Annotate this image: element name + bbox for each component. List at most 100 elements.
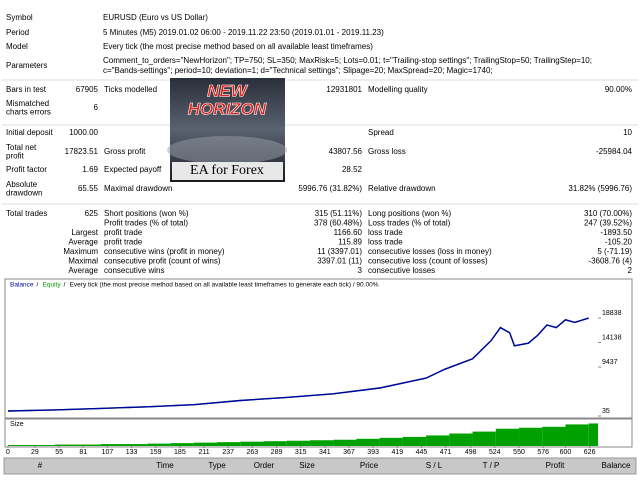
stat-label: consecutive wins [104,266,164,275]
stat-label: Average [68,238,98,247]
column-header: Price [360,461,379,470]
stat-label: profit trade [104,238,143,247]
stat-label: Average [68,266,98,275]
legend-separator: / [37,282,39,289]
size-bar [333,439,357,446]
stat-label: profit trade [104,228,143,237]
stat-value: 65.55 [78,184,99,193]
size-bar [495,428,520,446]
size-bar [31,445,55,446]
logo-text: NEW [207,81,249,100]
size-bar [472,431,496,446]
size-bar [449,433,473,446]
stat-label: drawdown [6,188,42,197]
stat-label: loss trade [368,238,403,247]
stat-value: 1166.60 [334,228,363,237]
x-tick-label: 445 [416,449,428,456]
size-bar [100,444,125,446]
info-label: Symbol [6,13,33,22]
stat-value: 11 (3397.01) [317,247,362,256]
info-label: Parameters [6,61,47,70]
x-tick-label: 107 [102,449,114,456]
stat-value: 10 [623,128,632,137]
stat-value: 17823.51 [65,147,99,156]
stat-value: 12931801 [326,85,362,94]
column-header: Profit [546,461,565,470]
x-tick-label: 341 [319,449,331,456]
info-value: c="Bands-settings"; period=10; deviation… [103,66,493,75]
stat-value: 625 [85,209,99,218]
stat-value: 315 (51.11%) [315,209,363,218]
stat-value: 3397.01 (11) [317,257,362,266]
size-bar [193,442,218,446]
stat-label: charts errors [6,107,51,116]
x-tick-label: 600 [560,449,572,456]
stat-label: Modelling quality [368,85,428,94]
stat-label: Total net [6,143,37,152]
stat-value: 2 [628,266,633,275]
y-tick-label: 14138 [602,334,622,341]
size-bar [217,442,241,446]
stat-label: Absolute [6,180,38,189]
size-bar [588,423,598,446]
info-value: EURUSD (Euro vs US Dollar) [103,13,208,22]
stat-value: 378 (60.48%) [314,219,362,228]
stat-label: Short positions (won %) [104,209,189,218]
column-header: S / L [426,461,443,470]
balance-line [7,317,589,412]
size-bar [147,443,171,446]
x-tick-label: 626 [584,449,596,456]
stat-label: consecutive wins (profit in money) [104,247,225,256]
stat-label: Bars in test [6,85,47,94]
stat-label: Profit trades (% of total) [104,219,188,228]
size-bar [542,426,566,446]
column-header: Size [299,461,315,470]
stat-value: 5 (-71.19) [597,247,632,256]
size-bar [426,435,450,446]
stat-label: Ticks modelled [104,85,157,94]
stat-value: 28.52 [342,165,363,174]
x-tick-label: 524 [489,449,501,456]
size-bar [565,424,589,446]
legend-note: Every tick (the most precise method base… [70,282,379,289]
table-header [3,457,637,475]
column-header: Time [156,461,174,470]
info-value: 5 Minutes (M5) 2019.01.02 06:00 - 2019.1… [103,28,384,37]
column-header: Balance [602,461,631,470]
stat-value: 310 (70.00%) [584,209,632,218]
stat-label: Long positions (won %) [368,209,451,218]
x-tick-label: 576 [537,449,549,456]
stat-label: Largest [71,228,98,237]
x-tick-label: 263 [247,449,259,456]
stat-value: 90.00% [605,85,632,94]
stat-value: 6 [94,103,99,112]
x-tick-label: 133 [126,449,138,456]
x-tick-label: 159 [150,449,162,456]
x-tick-label: 81 [79,449,87,456]
size-bar [356,438,380,446]
x-tick-label: 498 [465,449,477,456]
stat-value: 1.69 [82,165,98,174]
legend-entry: Balance [10,282,34,289]
stat-value: 31.82% (5996.76) [568,184,632,193]
stat-label: profit [6,151,25,160]
stat-label: loss trade [368,228,403,237]
stat-value: 3 [358,266,363,275]
size-bar [379,437,403,446]
x-tick-label: 237 [222,449,234,456]
x-tick-label: 550 [513,449,525,456]
info-value: Comment_to_orders="NewHorizon"; TP=750; … [103,56,592,65]
stat-value: 247 (39.52%) [584,219,632,228]
size-bar [263,441,287,446]
stat-value: 43807.56 [329,147,363,156]
info-label: Model [6,42,28,51]
x-tick-label: 289 [271,449,283,456]
x-tick-label: 0 [6,449,10,456]
stat-value: -25984.04 [596,147,633,156]
y-tick-label: 9437 [602,359,618,366]
stat-label: Total trades [6,209,47,218]
info-value: Every tick (the most precise method base… [103,42,373,51]
stat-value: 67905 [76,85,99,94]
size-bar [77,444,101,446]
